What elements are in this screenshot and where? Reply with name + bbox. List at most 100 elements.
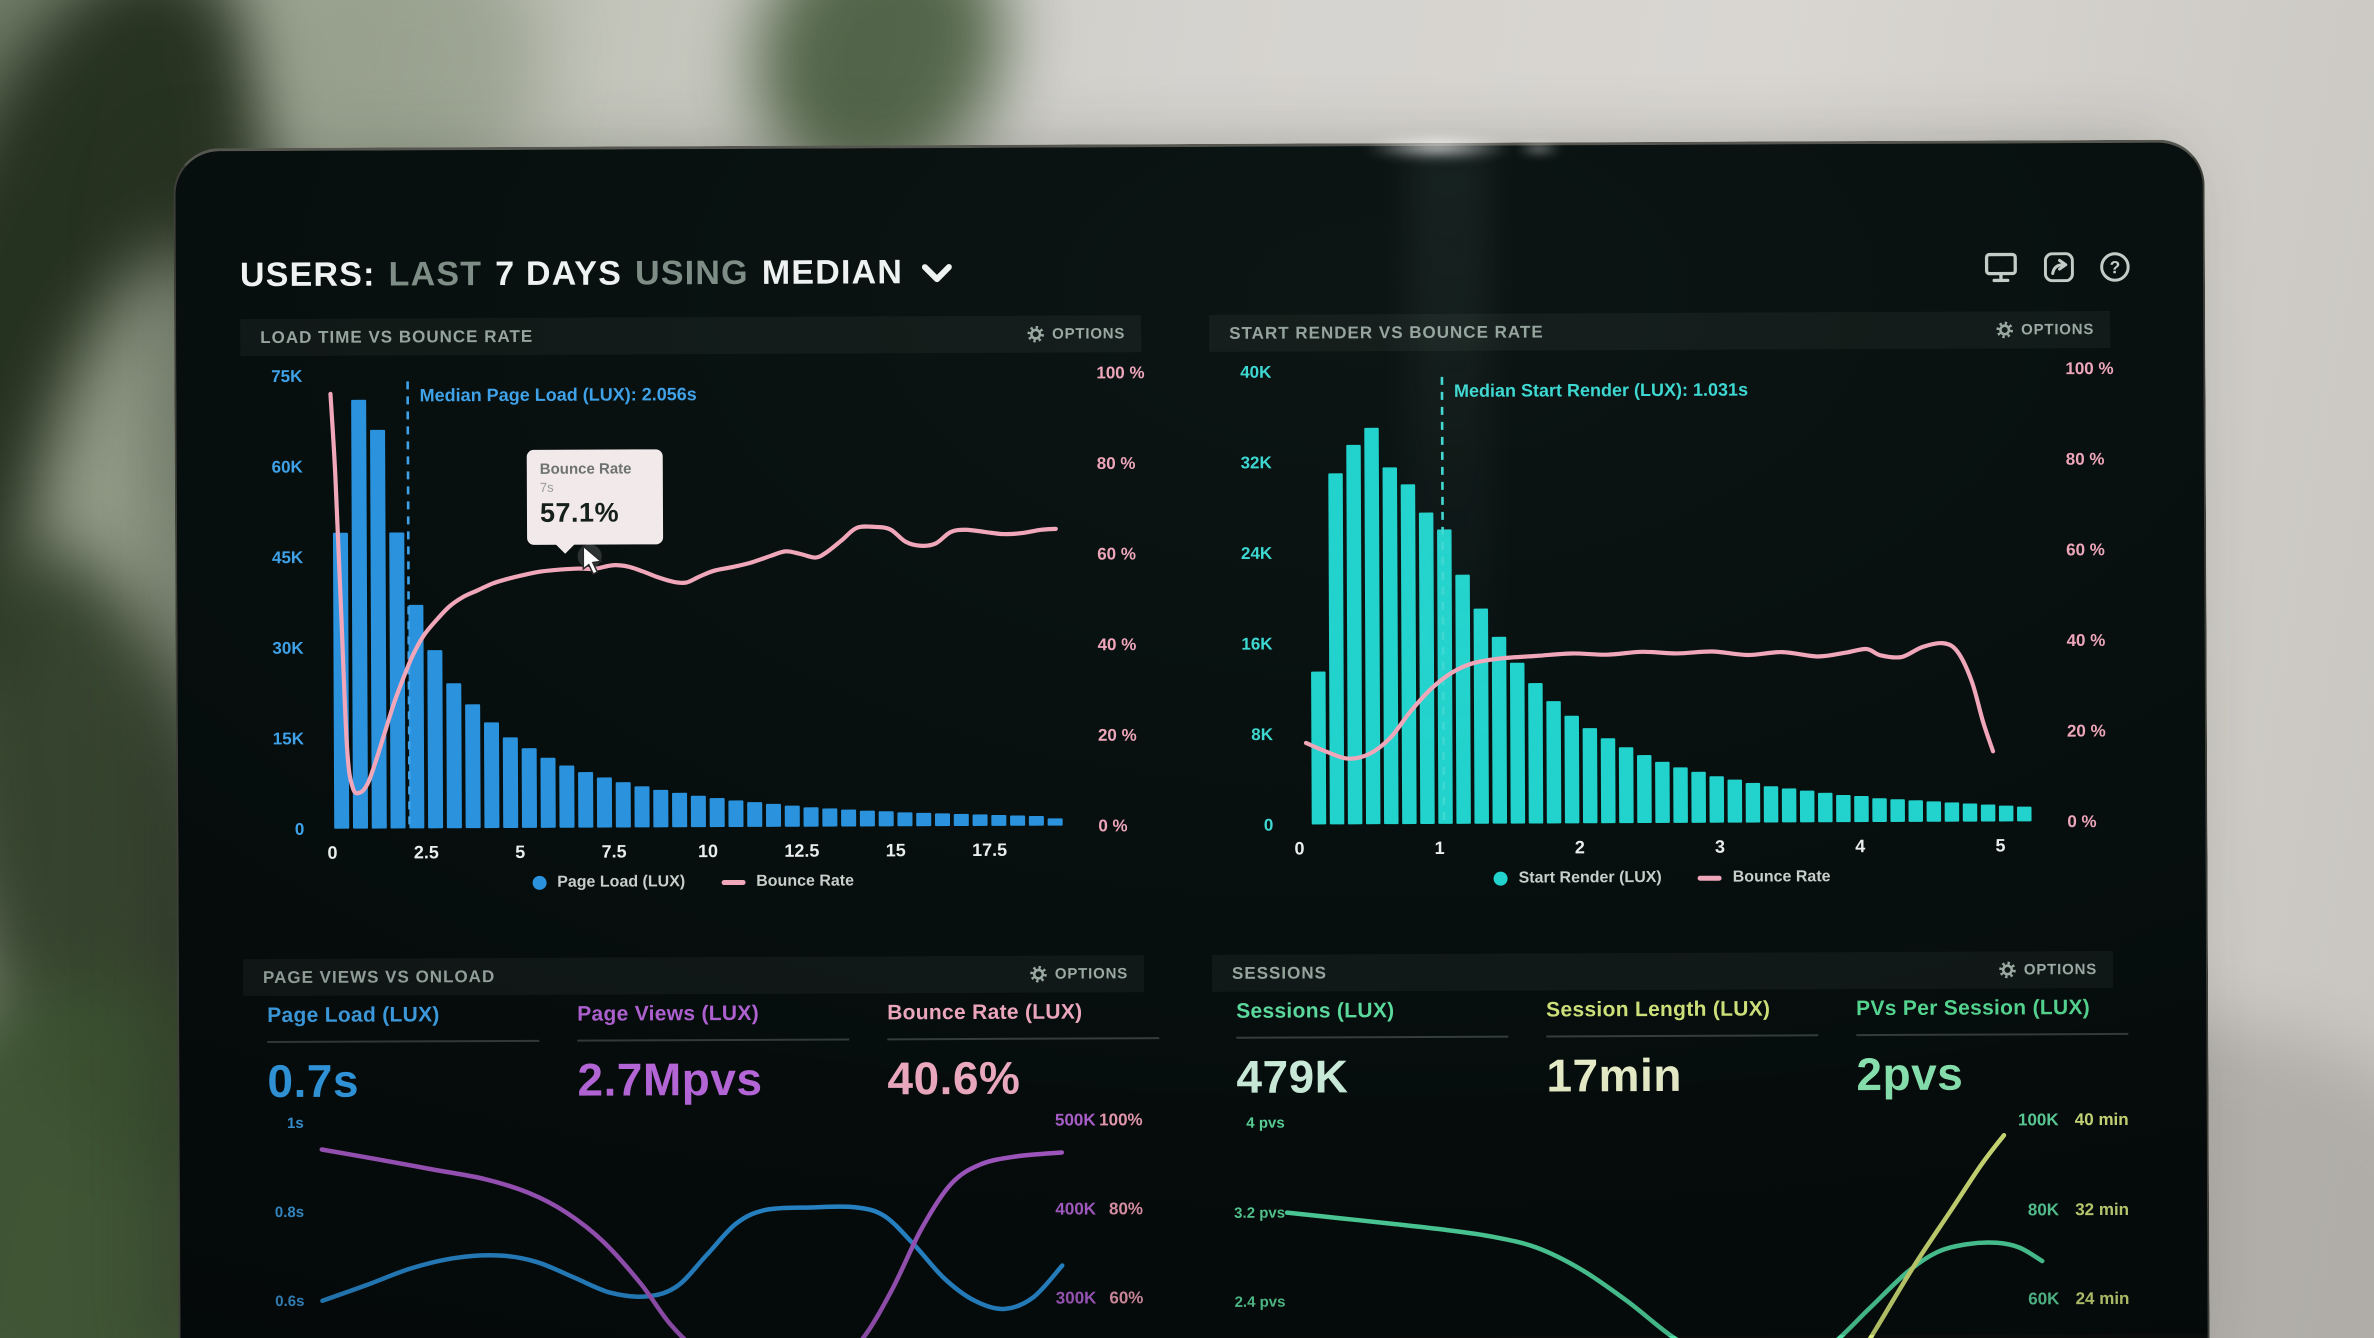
y-axis-left-tick: 2.4 pvs (1235, 1294, 1286, 1311)
y-axis-left-tick: 15K (273, 729, 305, 748)
bar (1998, 805, 2014, 822)
metric-pvs-per-session: PVs Per Session (LUX) 2pvs (1856, 996, 2129, 1101)
options-label: OPTIONS (2021, 321, 2095, 339)
bar (559, 765, 575, 828)
legend-item[interactable]: Page Load (LUX) (532, 873, 685, 892)
gear-icon (1996, 321, 2013, 339)
title-users: USERS: (239, 255, 376, 294)
bar (653, 789, 669, 828)
y-axis-right-tick: 80% (1109, 1199, 1143, 1218)
metric-page-views: Page Views (LUX) 2.7Mpvs (577, 1001, 850, 1106)
bar (389, 532, 406, 829)
options-button[interactable]: OPTIONS (1996, 321, 2094, 338)
bar (1854, 796, 1869, 823)
bar (1364, 427, 1381, 825)
y-axis-left-tick: 1s (287, 1115, 304, 1132)
options-button[interactable]: OPTIONS (1030, 965, 1129, 983)
panel-header: START RENDER VS BOUNCE RATE OPTIONS (1209, 310, 2111, 352)
metric-label: Page Views (LUX) (577, 1001, 760, 1026)
metric-session-length: Session Length (LUX) 17min (1546, 997, 1819, 1102)
bar (934, 813, 951, 827)
x-axis-tick: 17.5 (972, 840, 1007, 860)
bar (1418, 512, 1435, 824)
bar (1010, 815, 1026, 826)
metric-value: 479K (1236, 1050, 1349, 1103)
panel-title: SESSIONS (1231, 962, 1327, 983)
dashboard-title-dropdown[interactable]: USERS: LAST 7 DAYS USING MEDIAN (239, 253, 953, 295)
tooltip-x-value: 7s (539, 479, 554, 495)
screen-reflection (1409, 148, 1491, 770)
x-axis-tick: 2 (1575, 837, 1585, 857)
options-button[interactable]: OPTIONS (1999, 961, 2097, 978)
load-time-chart[interactable]: 75K 60K 45K 30K 15K 0 100 % 80 % 60 % 40 % 20 % 0 %… (240, 352, 1172, 876)
panel-header: PAGE VIEWS VS ONLOAD OPTIONS (242, 955, 1145, 997)
help-icon[interactable]: ? (2100, 252, 2130, 282)
gear-icon (1027, 325, 1044, 343)
panel-title: LOAD TIME VS BOUNCE RATE (260, 326, 534, 347)
chart-legend: Start Render (LUX) Bounce Rate (1212, 867, 2113, 889)
bar (1691, 771, 1707, 823)
y-axis-right-tick: 80 % (1097, 454, 1136, 473)
metric-bounce-rate: Bounce Rate (LUX) 40.6% (887, 1000, 1160, 1105)
bar (1799, 790, 1815, 823)
metric-value: 2pvs (1856, 1047, 1964, 1101)
page-views-lux--line (319, 1147, 1065, 1338)
y-axis-right-tick: 60 % (2066, 540, 2105, 559)
y-axis-right-tick: 60 % (1097, 544, 1136, 563)
sessions-chart[interactable]: 4 pvs 3.2 pvs 2.4 pvs 100K 80K 60K 40 min 32 mi… (1213, 1096, 2144, 1338)
legend-item[interactable]: Bounce Rate (721, 872, 854, 891)
bar (991, 814, 1007, 826)
title-7days: 7 DAYS (495, 253, 623, 293)
y-axis-right-tick: 20 % (1098, 726, 1137, 745)
bar (483, 722, 500, 829)
bar (1328, 473, 1345, 825)
chart-legend: Page Load (LUX) Bounce Rate (243, 871, 1144, 893)
bar (1781, 788, 1797, 823)
tooltip-value: 57.1% (539, 497, 620, 528)
bounce-rate-line (1303, 640, 1996, 761)
bar (465, 704, 481, 829)
dashboard: USERS: LAST 7 DAYS USING MEDIAN (173, 139, 2210, 1338)
y-axis-right-tick: 40 min (2075, 1110, 2129, 1129)
bar (878, 811, 894, 827)
y-axis-right-tick: 60K (2028, 1289, 2060, 1308)
panel-header: SESSIONS OPTIONS (1211, 950, 2114, 992)
bar (1455, 574, 1471, 824)
bar (1491, 636, 1508, 824)
x-axis-tick: 10 (698, 841, 718, 861)
bounce-rate-line (328, 391, 1058, 796)
chevron-down-icon[interactable] (922, 264, 953, 284)
legend-item[interactable]: Bounce Rate (1697, 868, 1831, 887)
bar (841, 809, 857, 827)
y-axis-left-tick: 32K (1241, 453, 1273, 472)
page-views-chart[interactable]: 1s 0.8s 0.6s 500K 400K 300K 100% 80% 60% (244, 1100, 1175, 1338)
bar (784, 805, 800, 827)
bar (1908, 800, 1924, 822)
bar (1582, 728, 1598, 824)
bar (578, 772, 594, 828)
bar (1727, 779, 1743, 823)
monitor-icon[interactable] (1984, 252, 2018, 283)
options-button[interactable]: OPTIONS (1027, 325, 1125, 343)
legend-item[interactable]: Start Render (LUX) (1493, 869, 1662, 888)
bar (1980, 804, 1996, 822)
start-render-chart[interactable]: 40K 32K 24K 16K 8K 0 100 % 80 % 60 % 40 % 20 % 0 % 0… (1209, 348, 2141, 872)
bar (1636, 755, 1652, 824)
y-axis-left-tick: 0.6s (275, 1293, 304, 1310)
y-axis-left-tick: 40K (1240, 363, 1272, 382)
y-axis-right-tick: 500K (1055, 1110, 1096, 1129)
y-axis-right-tick: 100 % (2065, 359, 2113, 378)
x-axis-tick: 15 (886, 840, 906, 860)
bar (803, 807, 819, 827)
legend-swatch (721, 879, 746, 885)
metric-divider (1546, 1034, 1819, 1038)
x-axis-tick: 1 (1435, 838, 1445, 858)
y-axis-left-tick: 24K (1241, 544, 1273, 563)
y-axis-left-tick: 75K (271, 367, 303, 386)
panel-page-views-vs-onload: PAGE VIEWS VS ONLOAD OPTIONS Page Load (… (242, 955, 1160, 1338)
bar (1962, 803, 1978, 822)
share-icon[interactable] (2043, 252, 2074, 283)
options-label: OPTIONS (1054, 965, 1129, 983)
x-axis-tick: 12.5 (784, 841, 819, 861)
x-axis-tick: 5 (1995, 835, 2005, 855)
